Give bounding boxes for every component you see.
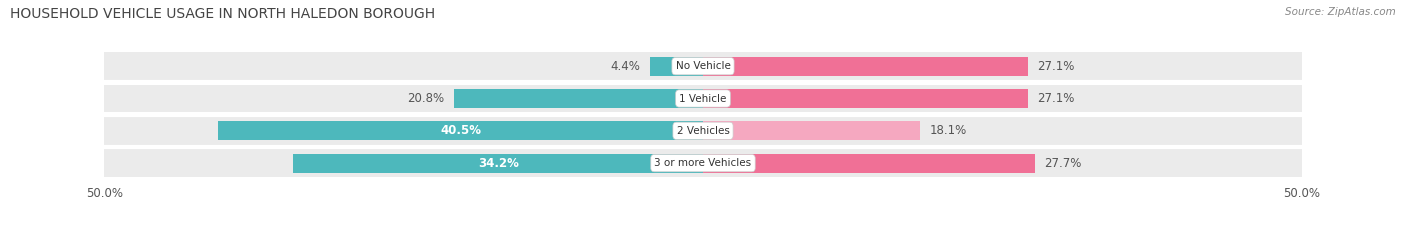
Bar [104,149,1302,177]
Text: 1 Vehicle: 1 Vehicle [679,94,727,103]
Text: 27.1%: 27.1% [1038,92,1074,105]
Bar [703,57,1028,76]
Text: 40.5%: 40.5% [440,124,481,137]
Text: 3 or more Vehicles: 3 or more Vehicles [654,158,752,168]
Text: 4.4%: 4.4% [610,60,641,73]
Text: No Vehicle: No Vehicle [675,61,731,71]
Text: 27.7%: 27.7% [1045,157,1081,170]
Bar [104,117,1302,145]
Text: 20.8%: 20.8% [408,92,444,105]
Bar [218,121,703,140]
Bar [294,154,703,172]
Text: 2 Vehicles: 2 Vehicles [676,126,730,136]
Text: HOUSEHOLD VEHICLE USAGE IN NORTH HALEDON BOROUGH: HOUSEHOLD VEHICLE USAGE IN NORTH HALEDON… [10,7,434,21]
Bar [454,89,703,108]
Text: 34.2%: 34.2% [478,157,519,170]
Bar [703,121,920,140]
Bar [104,85,1302,112]
Bar [703,89,1028,108]
Legend: Owner-occupied, Renter-occupied: Owner-occupied, Renter-occupied [578,229,828,234]
Bar [651,57,703,76]
Text: Source: ZipAtlas.com: Source: ZipAtlas.com [1285,7,1396,17]
Text: 18.1%: 18.1% [929,124,966,137]
Bar [703,154,1035,172]
Text: 27.1%: 27.1% [1038,60,1074,73]
Bar [104,52,1302,80]
